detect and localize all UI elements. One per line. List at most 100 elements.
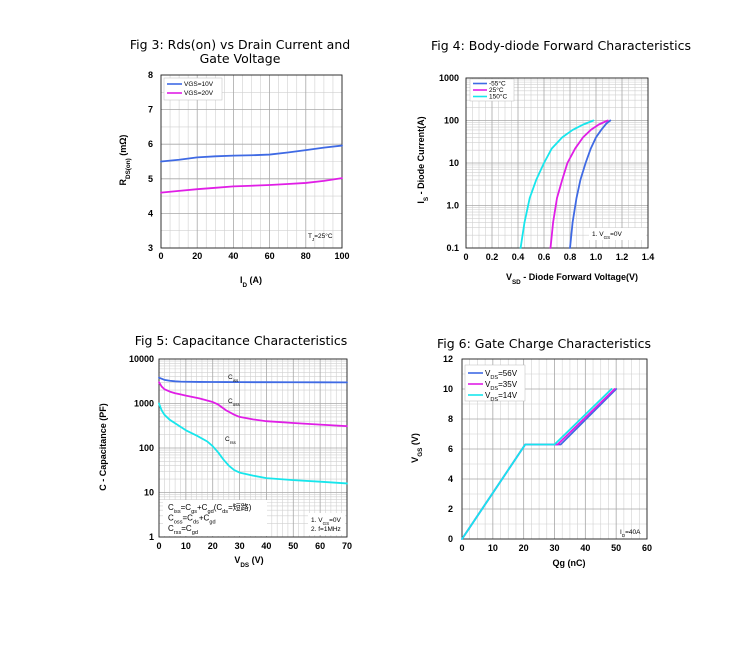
x-axis-label: Qg (nC) [553,558,586,568]
x-tick-label: 40 [228,251,238,261]
legend-label: -55°C [489,80,506,88]
y-tick-label: 6 [448,444,453,454]
x-tick-label: 0 [156,541,161,551]
y-axis-label: VGS (V) [410,433,424,463]
legend: VGS=10V VGS=20V [163,77,223,101]
y-tick-label: 10000 [129,354,154,364]
legend-label: 25°C [489,86,504,94]
conditions-bg [308,513,345,535]
y-tick-label: 10 [443,384,453,394]
x-tick-label: 0 [463,252,468,262]
x-tick-label: 20 [192,251,202,261]
legend-label: 150°C [489,93,507,101]
chart-title: Fig 6: Gate Charge Characteristics [437,336,651,351]
y-tick-label: 1000 [134,399,154,409]
y-axis-label: IS - Diode Current(A) [416,116,430,203]
y-tick-label: 8 [148,70,153,80]
y-tick-label: 7 [148,105,153,115]
x-tick-label: 30 [549,543,559,553]
x-axis-label: ID (A) [240,275,262,289]
x-tick-label: 0 [158,251,163,261]
temperature-note: TJ=25°C [308,232,333,242]
formula-line: Ciss=Cgs+Cgd(Cds=短路) [168,502,252,515]
x-tick-label: 1.2 [616,252,629,262]
formula-line: Coss=Cds+Cgd [168,514,216,526]
x-axis-label: VDS (V) [234,555,263,569]
x-tick-label: 10 [488,543,498,553]
x-tick-label: 60 [642,543,652,553]
legend-box [469,78,515,102]
series-line-1 [160,177,343,194]
y-tick-label: 0.1 [446,243,459,253]
series-label: Coss [228,398,241,407]
condition-note: ID=40A [620,529,641,538]
x-axis-label: VSD - Diode Forward Voltage(V) [506,272,638,286]
series-line-2 [158,402,348,485]
series-line-2 [519,119,595,249]
x-tick-label: 20 [519,543,529,553]
note-box [589,228,646,240]
conditions-box: 1. VGS=0V2. f=1MHz [308,513,345,535]
x-tick-label: 80 [301,251,311,261]
x-tick-label: 60 [315,541,325,551]
series-line-1 [549,119,609,249]
plot-frame [461,358,648,540]
series-line-0 [158,376,348,384]
y-tick-label: 100 [139,443,154,453]
x-tick-label: 10 [181,541,191,551]
series-label: Crss [225,436,236,445]
series-line-0 [569,119,612,249]
formula-bg [163,500,267,536]
x-tick-label: 0.4 [512,252,525,262]
x-tick-label: 0.6 [538,252,551,262]
x-tick-label: 20 [208,541,218,551]
condition-note: 1. VGS=0V [592,231,623,240]
legend-label: VDS=35V [485,380,518,392]
y-tick-label: 4 [448,474,453,484]
chart-title: Fig 5: Capacitance Characteristics [135,333,348,348]
chart-title-line2: Gate Voltage [200,51,281,66]
formula-line: Crss=Cgd [168,524,198,536]
fig5-capacitance-chart: Fig 5: Capacitance Characteristics 0 10 20 3… [98,333,352,569]
x-tick-label: 30 [235,541,245,551]
series-line-0 [160,144,343,163]
y-tick-label: 1 [149,532,154,542]
plot-frame [158,358,348,538]
x-tick-label: 1.4 [642,252,655,262]
y-tick-label: 1000 [439,73,459,83]
y-tick-label: 5 [148,174,153,184]
y-tick-label: 2 [448,504,453,514]
chart-title: Fig 4: Body-diode Forward Characteristic… [431,38,691,53]
x-tick-label: 0 [459,543,464,553]
legend-label: VGS=10V [184,81,214,88]
series-label: Ciss [228,374,239,383]
series-line-1 [158,381,348,428]
y-tick-label: 6 [148,139,153,149]
y-tick-label: 12 [443,354,453,364]
y-tick-label: 3 [148,243,153,253]
y-axis-label: RDS(on) (mΩ) [118,135,132,186]
legend-label: VDS=14V [485,391,518,403]
y-tick-label: 4 [148,208,153,218]
x-tick-label: 50 [288,541,298,551]
y-tick-label: 10 [144,488,154,498]
condition-line-2: 2. f=1MHz [311,526,341,533]
x-tick-label: 0.2 [486,252,499,262]
fig3-rdson-chart: Fig 3: Rds(on) vs Drain Current andGate … [118,37,350,289]
x-tick-label: 40 [580,543,590,553]
y-tick-label: 1.0 [446,201,459,211]
y-tick-label: 0 [448,534,453,544]
y-axis-label: C - Capacitance (PF) [98,403,108,491]
x-tick-label: 50 [611,543,621,553]
x-tick-label: 70 [342,541,352,551]
x-tick-label: 40 [261,541,271,551]
x-tick-label: 0.8 [564,252,577,262]
legend-label: VDS=56V [485,369,518,381]
fig4-body-diode-chart: Fig 4: Body-diode Forward Characteristic… [416,38,691,286]
x-tick-label: 1.0 [590,252,603,262]
